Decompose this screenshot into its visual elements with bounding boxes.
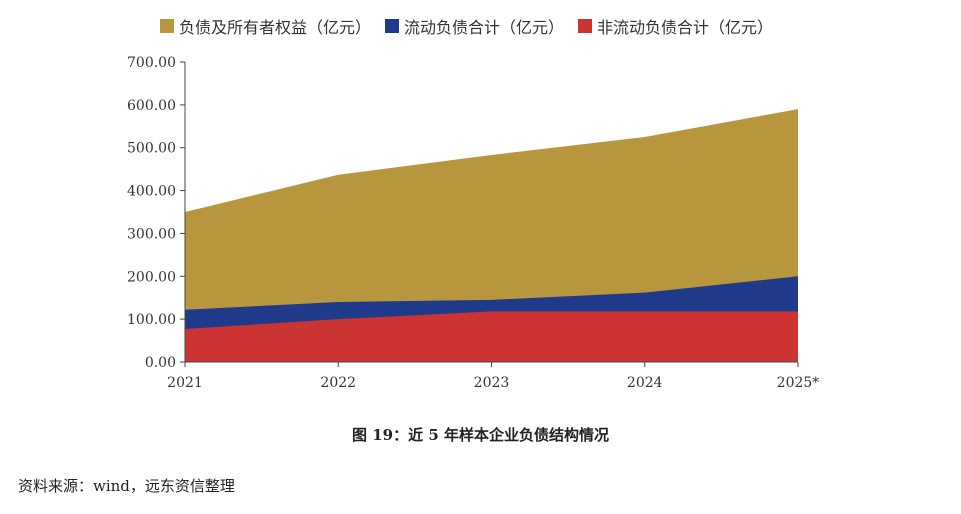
y-tick-label: 400.00 [127, 184, 176, 200]
x-tick-label: 2023 [474, 375, 510, 391]
area-series-2 [185, 311, 798, 362]
x-tick-label: 2022 [320, 375, 356, 391]
chart-legend: 负债及所有者权益（亿元） 流动负债合计（亿元） 非流动负债合计（亿元） [160, 14, 787, 38]
y-tick-label: 100.00 [127, 312, 176, 328]
legend-item-current: 流动负债合计（亿元） [385, 14, 564, 38]
y-tick-label: 700.00 [127, 55, 176, 71]
x-tick-label: 2024 [627, 375, 663, 391]
y-tick-label: 0.00 [145, 355, 176, 371]
legend-item-noncurrent: 非流动负债合计（亿元） [578, 14, 773, 38]
y-tick-label: 500.00 [127, 141, 176, 157]
y-tick-label: 300.00 [127, 226, 176, 242]
source-note: 资料来源：wind，远东资信整理 [18, 477, 235, 495]
y-tick-label: 600.00 [127, 98, 176, 114]
legend-label-total: 负债及所有者权益（亿元） [179, 18, 372, 37]
legend-swatch-current [385, 19, 400, 33]
area-chart: 0.00 100.00 200.00 300.00 400.00 500.00 600.00… [127, 55, 820, 391]
x-tick-label: 2021 [167, 375, 203, 391]
y-tick-label: 200.00 [127, 269, 176, 285]
figure-caption: 图 19：近 5 年样本企业负债结构情况 [352, 426, 609, 444]
legend-swatch-noncurrent [578, 19, 593, 33]
x-tick-label: 2025* [777, 375, 820, 391]
legend-swatch-total [160, 19, 174, 33]
legend-label-current: 流动负债合计（亿元） [404, 18, 565, 37]
legend-item-total: 负债及所有者权益（亿元） [160, 14, 371, 38]
legend-label-noncurrent: 非流动负债合计（亿元） [597, 18, 774, 37]
